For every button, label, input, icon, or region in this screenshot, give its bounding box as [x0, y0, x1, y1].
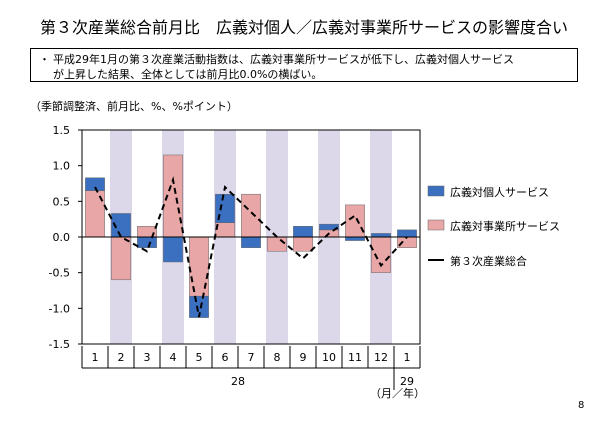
legend-label-personal: 広義対個人サービス: [450, 185, 549, 199]
total-line: [94, 176, 408, 318]
business-bar-9: [293, 236, 313, 252]
unit-label: （季節調整済、前月比、%、%ポイント）: [30, 100, 238, 113]
summary-line-1: 平成29年1月の第３次産業活動指数は、広義対事業所サービスが低下し、広義対個人サ…: [53, 53, 514, 66]
personal-bar-1: [85, 177, 105, 191]
x-tick-label-12: 12: [374, 351, 388, 364]
summary-box: ・ 平成29年1月の第３次産業活動指数は、広義対事業所サービスが低下し、広義対個…: [30, 48, 578, 82]
page-title: 第３次産業総合前月比 広義対個人／広義対事業所サービスの影響度合い: [40, 18, 569, 37]
personal-bar-9: [293, 226, 313, 238]
business-bar-13: [397, 236, 417, 248]
personal-bar-7: [241, 236, 261, 248]
x-tick-label-7: 7: [248, 351, 255, 364]
personal-bar-11: [345, 236, 365, 241]
business-bar-12: [371, 236, 391, 273]
x-tick-label-9: 9: [300, 351, 307, 364]
x-tick-label-2: 2: [118, 351, 125, 364]
x-tick-label-6: 6: [222, 351, 229, 364]
y-tick-label-1: 1.0: [53, 160, 71, 173]
y-tick-label-3: 0.0: [53, 231, 71, 244]
business-bar-1: [85, 190, 105, 238]
x-tick-label-4: 4: [170, 351, 177, 364]
summary-bullet: ・: [39, 53, 50, 66]
summary-line-2: が上昇した結果、全体としては前月比0.0%の横ばい。: [53, 68, 323, 81]
x-tick-label-3: 3: [144, 351, 151, 364]
x-tick-label-8: 8: [274, 351, 281, 364]
legend-swatch-personal: [427, 185, 445, 197]
personal-bar-4: [163, 236, 183, 263]
business-bar-2: [111, 236, 131, 281]
business-bar-7: [241, 193, 261, 238]
business-bar-8: [267, 236, 287, 252]
personal-bar-5: [189, 295, 209, 318]
personal-bar-12: [371, 233, 391, 238]
legend-label-business: 広義対事業所サービス: [450, 219, 560, 233]
year-label-29: 29: [400, 375, 414, 388]
x-tick-label-11: 11: [348, 351, 362, 364]
y-tick-label-5: -1.0: [49, 302, 70, 315]
year-label-28: 28: [231, 375, 245, 388]
personal-bar-13: [397, 229, 417, 238]
personal-bar-10: [319, 223, 339, 231]
y-tick-label-6: -1.5: [49, 338, 70, 351]
x-tick-label-10: 10: [322, 351, 336, 364]
x-tick-label-1: 1: [92, 351, 99, 364]
x-tick-label-5: 5: [196, 351, 203, 364]
y-tick-label-2: 0.5: [53, 195, 71, 208]
page-number: 8: [578, 400, 585, 411]
business-bar-11: [345, 204, 365, 238]
personal-bar-3: [137, 236, 157, 248]
x-tick-label-13: 1: [404, 351, 411, 364]
y-tick-label-4: -0.5: [49, 267, 70, 280]
y-tick-label-0: 1.5: [53, 124, 71, 137]
legend-label-total: 第３次産業総合: [450, 254, 527, 268]
axis-unit-label: （月／年）: [370, 386, 425, 400]
legend-swatch-business: [427, 219, 445, 231]
